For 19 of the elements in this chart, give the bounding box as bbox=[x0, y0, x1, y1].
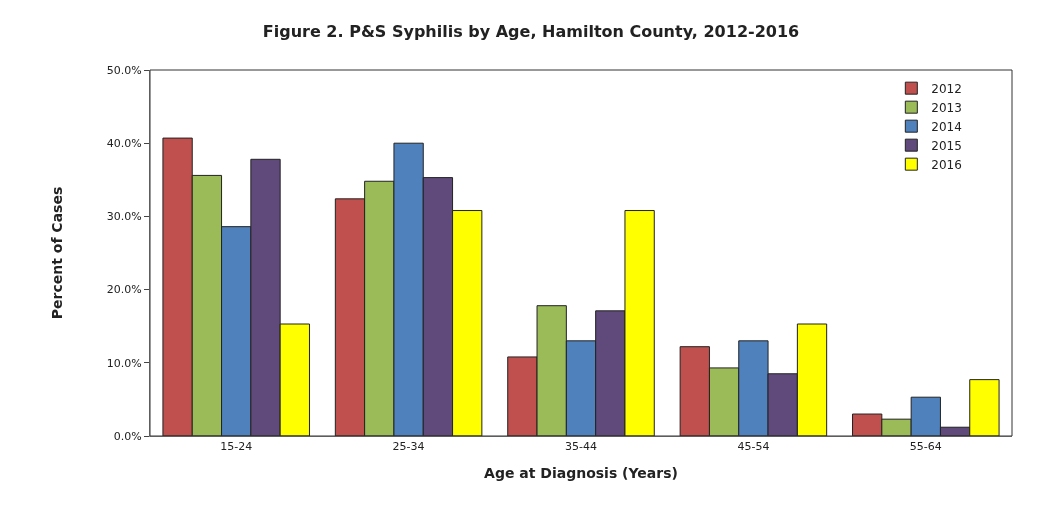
y-tick-label: 10.0% bbox=[106, 356, 142, 370]
x-tick-label: 15-24 bbox=[220, 440, 253, 454]
legend-label: 2014 bbox=[931, 119, 962, 134]
y-tick-label: 50.0% bbox=[106, 63, 142, 77]
x-tick-label: 55-64 bbox=[909, 440, 942, 454]
legend-label: 2012 bbox=[931, 81, 962, 96]
chart-title: Figure 2. P&S Syphilis by Age, Hamilton County, 2012-2016 bbox=[262, 21, 800, 41]
legend-label: 2015 bbox=[931, 138, 962, 153]
x-axis-title: Age at Diagnosis (Years) bbox=[484, 464, 678, 481]
x-tick-label: 25-34 bbox=[392, 440, 425, 454]
x-tick-label: 45-54 bbox=[737, 440, 770, 454]
y-tick-label: 30.0% bbox=[106, 210, 142, 224]
y-tick-label: 0.0% bbox=[113, 429, 142, 443]
y-tick-label: 40.0% bbox=[106, 137, 142, 151]
x-tick-label: 35-44 bbox=[565, 440, 597, 454]
legend-label: 2016 bbox=[931, 157, 962, 172]
legend-label: 2013 bbox=[931, 100, 962, 115]
y-axis-title: Percent of Cases bbox=[49, 186, 66, 320]
y-tick-label: 20.0% bbox=[106, 283, 142, 297]
